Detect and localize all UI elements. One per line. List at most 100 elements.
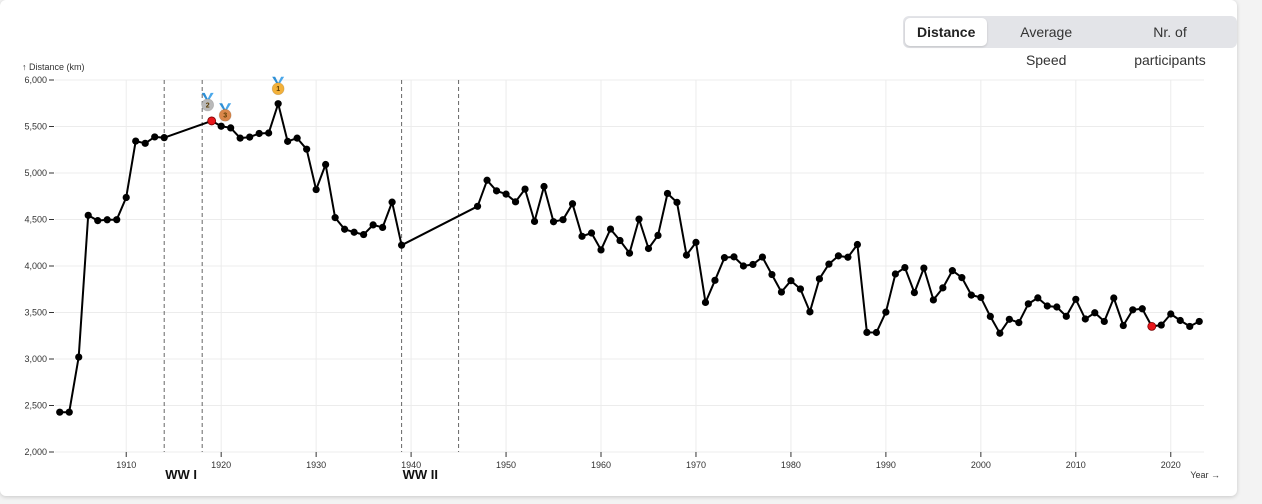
data-point (56, 408, 64, 416)
data-point (1005, 315, 1013, 323)
data-point (578, 232, 586, 240)
data-point (825, 260, 833, 268)
y-tick-label: 4,000 (24, 261, 47, 271)
data-point (625, 249, 634, 257)
x-tick-label: 2000 (971, 460, 991, 470)
data-point (255, 129, 263, 138)
distance-toggle-button[interactable]: Distance (905, 18, 988, 46)
data-point (768, 270, 776, 279)
data-point (635, 215, 643, 223)
data-point (341, 225, 349, 233)
medals: 2 3 1 (201, 76, 285, 122)
data-point (1062, 312, 1070, 320)
ribbon-right (224, 103, 232, 112)
data-point (597, 246, 605, 254)
grid-layer (55, 79, 1204, 453)
data-point (492, 187, 501, 195)
data-point (1176, 316, 1184, 325)
data-point (777, 288, 786, 296)
medal-rank: 2 (206, 102, 210, 109)
data-point (720, 254, 729, 262)
data-point (986, 312, 994, 321)
data-point (1110, 294, 1118, 302)
data-point (654, 231, 662, 240)
medal-disc (271, 82, 285, 96)
ribbon-right (206, 92, 214, 101)
data-point (730, 253, 738, 261)
data-point (692, 238, 700, 246)
data-point (350, 228, 358, 236)
data-point (217, 122, 225, 130)
data-point (806, 308, 814, 316)
y-tick-label: 4,500 (24, 215, 47, 225)
data-point (616, 236, 624, 245)
x-tick-label: 1950 (496, 460, 516, 470)
data-point (1195, 317, 1203, 326)
data-point (1015, 319, 1023, 327)
data-point (388, 198, 396, 206)
data-point (673, 198, 681, 206)
data-point (815, 275, 824, 283)
data-point (331, 214, 339, 222)
data-point (559, 216, 567, 224)
series-line (59, 102, 1200, 414)
distance-series-line (59, 102, 1200, 414)
data-point (303, 145, 311, 153)
distance-line-chart: WW I WW II ↑ Distance (km) Year → 2,000 2,… (22, 62, 1220, 482)
x-tick-label: 1960 (591, 460, 611, 470)
data-point (549, 218, 558, 226)
data-point (929, 296, 937, 304)
data-point (1053, 303, 1061, 311)
data-point (1100, 317, 1108, 326)
medal-icon: 3 (218, 103, 232, 122)
y-tick-label: 6,000 (24, 75, 47, 85)
data-point (360, 230, 368, 239)
participants-toggle-button[interactable]: Nr. of participants (1105, 18, 1235, 68)
x-tick-label: 1990 (876, 460, 896, 470)
data-point (132, 137, 140, 145)
data-point (94, 217, 102, 225)
data-point (122, 193, 130, 202)
data-point (996, 329, 1004, 337)
ribbon-left (272, 76, 280, 85)
data-point (141, 139, 149, 147)
war-label: WW I (165, 467, 197, 482)
data-point (1138, 305, 1146, 313)
data-point (863, 328, 871, 337)
y-tick-label: 2,000 (24, 447, 47, 457)
data-point (853, 240, 862, 249)
ribbon-left (219, 103, 227, 112)
data-points (56, 100, 1203, 416)
y-tick-label: 3,500 (24, 308, 47, 318)
data-point (977, 293, 985, 302)
data-point (758, 253, 767, 261)
average-speed-toggle-button[interactable]: Average Speed (987, 18, 1105, 68)
data-point (246, 133, 254, 141)
metric-toggle-group: Distance Average Speed Nr. of participan… (903, 16, 1237, 68)
data-point (587, 229, 596, 237)
data-point (1119, 321, 1127, 330)
data-point (1024, 300, 1032, 308)
data-point (606, 225, 615, 233)
data-point (75, 353, 83, 361)
x-tick-label: 1930 (306, 460, 326, 470)
data-point (160, 134, 168, 142)
x-axis-title: Year → (1190, 470, 1220, 480)
data-point (483, 176, 491, 184)
data-point (274, 100, 282, 108)
data-point (284, 137, 292, 145)
data-point (1081, 315, 1089, 323)
axes: ↑ Distance (km) Year → 2,000 2,500 3,000 3,… (22, 62, 1220, 480)
data-point (701, 298, 710, 307)
data-point (1186, 322, 1194, 331)
ribbon-right (277, 76, 285, 85)
data-point (1034, 294, 1042, 302)
data-point (65, 408, 73, 416)
data-point (521, 185, 529, 193)
x-tick-label: 1940 (401, 460, 421, 470)
medal-icon: 1 (271, 76, 285, 96)
y-tick-label: 2,500 (24, 401, 47, 411)
chart-card: Distance Average Speed Nr. of participan… (0, 0, 1237, 496)
data-point (530, 217, 539, 226)
data-point (1043, 302, 1051, 310)
